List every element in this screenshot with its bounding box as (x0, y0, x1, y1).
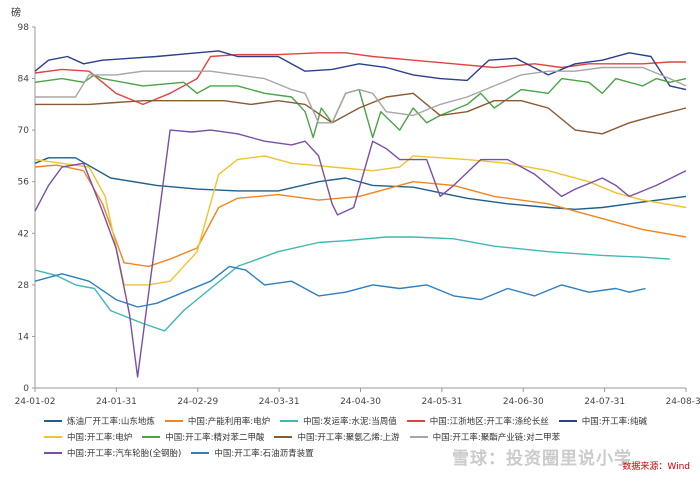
legend-swatch (280, 420, 299, 422)
x-tick-label: 24-01-02 (15, 397, 56, 407)
legend-item: 中国:开工率:聚酯产业链:对二甲苯 (409, 431, 561, 443)
series-line-0 (34, 157, 687, 211)
x-tick-label: 24-01-31 (96, 397, 137, 407)
legend-item: 中国:产能利用率:电炉 (164, 415, 271, 427)
legend-item: 中国:发运率:水泥:当周值 (280, 415, 397, 427)
legend-label: 中国:开工率:纯碱 (581, 417, 648, 427)
legend-swatch (409, 436, 428, 438)
legend-item: 中国:开工率:聚氨乙烯:上游 (274, 431, 400, 443)
series-line-5 (34, 155, 687, 286)
series-line-6 (34, 74, 687, 139)
x-tick-label: 24-03-31 (259, 397, 300, 407)
legend-swatch (164, 420, 183, 422)
y-tick-label: 14 (18, 332, 30, 342)
x-tick-label: 24-04-30 (340, 397, 381, 407)
series-line-7 (35, 92, 687, 135)
y-tick-label: 42 (18, 229, 29, 239)
series-line-1 (34, 164, 687, 268)
legend-row: 中国:开工率:汽车轮胎(全钢胎) 中国:开工率:石油沥青装置 (44, 445, 694, 461)
legend-swatch (44, 452, 62, 454)
legend-item: 炼油厂开工率:山东地炼 (44, 415, 155, 427)
watermark: 雪球：投资圈里说小学 (452, 449, 632, 469)
legend-swatch (142, 436, 161, 438)
series-line-4 (34, 50, 687, 91)
legend-swatch (44, 436, 62, 438)
legend-label: 炼油厂开工率:山东地炼 (67, 417, 155, 427)
legend-swatch (191, 452, 210, 454)
legend-swatch (558, 420, 577, 422)
y-tick-label: 84 (18, 75, 30, 85)
data-source-note: 数据来源：Wind (622, 462, 690, 472)
legend-label: 中国:开工率:精对苯二甲酸 (165, 433, 265, 443)
x-tick-label: 24-08-30 (666, 397, 700, 407)
legend-label: 中国:开工率:电炉 (67, 433, 133, 443)
series-line-9 (34, 129, 687, 378)
series-line-8 (35, 66, 687, 124)
legend-swatch (274, 436, 293, 438)
chart-legend: 炼油厂开工率:山东地炼 中国:产能利用率:电炉 中国:发运率:水泥:当周值 中国… (44, 413, 694, 461)
line-chart: 0 14 28 42 56 70 84 98 24-01-02 24-01-31 24-02-29 2… (15, 23, 700, 407)
legend-label: 中国:开工率:汽车轮胎(全钢胎) (67, 449, 182, 459)
legend-label: 中国:开工率:聚酯产业链:对二甲苯 (432, 433, 561, 443)
x-tick-label: 24-06-30 (503, 397, 544, 407)
legend-item: 中国:开工率:精对苯二甲酸 (142, 431, 264, 443)
x-tick-label: 24-05-31 (421, 397, 462, 407)
y-tick-label: 98 (18, 23, 30, 33)
y-tick-label: 70 (18, 126, 30, 136)
y-tick-label: 0 (23, 384, 29, 394)
legend-row: 炼油厂开工率:山东地炼 中国:产能利用率:电炉 中国:发运率:水泥:当周值 中国… (44, 413, 694, 429)
legend-label: 中国:开工率:聚氨乙烯:上游 (297, 433, 400, 443)
y-tick-label: 56 (18, 178, 30, 188)
y-tick-label: 28 (18, 281, 30, 291)
legend-item: 中国:江浙地区:开工率:涤纶长丝 (406, 415, 549, 427)
legend-label: 中国:产能利用率:电炉 (187, 417, 271, 427)
legend-label: 中国:开工率:石油沥青装置 (214, 449, 314, 459)
legend-item: 中国:开工率:电炉 (44, 431, 132, 443)
series-line-10 (34, 265, 646, 308)
legend-row: 中国:开工率:电炉 中国:开工率:精对苯二甲酸 中国:开工率:聚氨乙烯:上游 中… (44, 429, 694, 445)
legend-item: 中国:开工率:纯碱 (558, 415, 648, 427)
y-axis-unit-label: 磅 (11, 8, 21, 19)
series-line-2 (34, 236, 670, 332)
legend-item: 中国:开工率:石油沥青装置 (191, 447, 314, 459)
legend-label: 中国:发运率:水泥:当周值 (303, 417, 397, 427)
x-tick-label: 24-02-29 (177, 397, 218, 407)
legend-label: 中国:江浙地区:开工率:涤纶长丝 (429, 417, 549, 427)
x-tick-label: 24-07-31 (584, 397, 625, 407)
legend-swatch (406, 420, 425, 422)
legend-item: 中国:开工率:汽车轮胎(全钢胎) (44, 447, 181, 459)
legend-swatch (44, 420, 62, 422)
